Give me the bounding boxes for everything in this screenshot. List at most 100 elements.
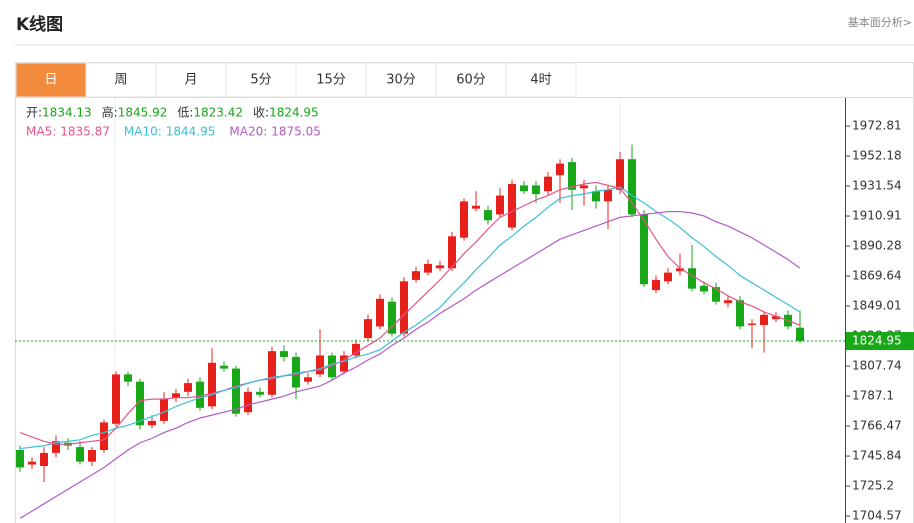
y-tick-label: 1745.84 (852, 449, 902, 463)
tab-label[interactable]: 30分 (386, 73, 416, 88)
y-tick-label: 1807.74 (852, 359, 902, 373)
candle-body (520, 185, 528, 192)
ohlc-value: 1845.92 (118, 106, 168, 120)
fundamental-link[interactable]: 基本面分析> (848, 15, 912, 29)
candle-body (676, 268, 684, 272)
y-tick-label: 1704.57 (852, 509, 902, 523)
legend-name: MA10: (124, 125, 162, 139)
y-tick-label: 1952.18 (852, 149, 902, 163)
candle-body (112, 374, 120, 424)
candle-body (244, 391, 252, 413)
candle-body (436, 265, 444, 269)
ohlc-label: 开: (26, 106, 42, 120)
candle-body (568, 162, 576, 190)
candle-body (592, 191, 600, 202)
candle-body (448, 236, 456, 269)
candle-body (196, 381, 204, 408)
candle-body (268, 351, 276, 395)
candle-body (280, 351, 288, 357)
candle-body (724, 300, 732, 304)
last-price-label: 1824.95 (852, 334, 902, 348)
candle-body (88, 450, 96, 462)
tab-label[interactable]: 5分 (250, 73, 271, 88)
candle-body (28, 461, 36, 465)
ma-line (19, 186, 801, 450)
candle-body (688, 268, 696, 289)
legend-value: 1844.95 (166, 125, 216, 139)
y-tick-label: 1910.91 (852, 209, 902, 223)
candle-body (796, 327, 804, 342)
candle-body (364, 319, 372, 339)
legend-name: MA20: (229, 125, 267, 139)
ohlc-label: 高: (102, 105, 118, 120)
ohlc-label: 低: (177, 106, 193, 120)
tab-label[interactable]: 日 (44, 73, 57, 88)
y-tick-label: 1972.81 (852, 119, 902, 133)
candle-body (400, 281, 408, 334)
tab[interactable] (295, 62, 367, 98)
candle-body (772, 316, 780, 320)
candle-body (604, 189, 612, 202)
y-tick-label: 1869.64 (852, 269, 902, 283)
candle-body (556, 163, 564, 176)
candle-body (148, 420, 156, 426)
candle-body (412, 271, 420, 280)
candle-body (628, 159, 636, 215)
candle-body (160, 399, 168, 421)
last-price-box (846, 332, 914, 351)
candle-body (664, 272, 672, 282)
candle-body (532, 185, 540, 195)
candle-body (616, 159, 624, 190)
candle-body (76, 447, 84, 462)
candle-body (736, 300, 744, 327)
legend-value: 1875.05 (271, 125, 321, 139)
candle-body (208, 362, 216, 407)
candle-body (652, 279, 660, 291)
candle-body (484, 210, 492, 221)
tab-label[interactable]: 15分 (316, 73, 346, 88)
y-tick-label: 1890.28 (852, 239, 902, 253)
candle-body (292, 356, 300, 388)
ohlc-value: 1823.42 (193, 106, 243, 120)
plot (16, 144, 804, 519)
tab-label[interactable]: 月 (184, 73, 197, 88)
candle-body (640, 214, 648, 285)
tab-label[interactable]: 周 (114, 73, 127, 88)
candle-body (172, 393, 180, 398)
candle-body (352, 343, 360, 356)
candle-body (376, 298, 384, 327)
tab[interactable] (15, 62, 87, 98)
candle-body (712, 287, 720, 302)
candle-body (304, 377, 312, 382)
candle-body (316, 355, 324, 375)
candle-body (424, 263, 432, 273)
y-tick-label: 1849.01 (852, 299, 902, 313)
candle-body (340, 355, 348, 372)
candle-body (16, 450, 24, 468)
candle-body (52, 441, 60, 453)
tab[interactable] (505, 62, 577, 98)
candle-body (184, 383, 192, 392)
page-title: K线图 (16, 14, 63, 35)
candle-body (220, 365, 228, 369)
candle-body (388, 301, 396, 334)
y-tick-label: 1766.47 (852, 419, 902, 433)
tab-label[interactable]: 4时 (530, 73, 551, 88)
tabs: 日 周 月 5分 15分 30分 60分 4时 (15, 62, 577, 98)
ohlc-value: 1824.95 (269, 106, 319, 120)
legend-value: 1835.87 (60, 125, 110, 139)
ohlc-label: 收: (253, 106, 269, 120)
candle-body (40, 452, 48, 467)
y-tick-label: 1931.54 (852, 179, 902, 193)
candle-body (748, 323, 756, 325)
ma-line (19, 210, 801, 519)
chart-frame (15, 97, 914, 523)
y-tick-label: 1787.1 (852, 389, 894, 403)
candle-body (472, 205, 480, 209)
ohlc-value: 1834.13 (42, 106, 92, 120)
candle-body (700, 285, 708, 292)
axis: 1972.81 1952.18 1931.54 1910.91 1890.28 1869.… (845, 119, 902, 523)
candle-body (232, 368, 240, 414)
candle-body (580, 185, 588, 189)
tab-label[interactable]: 60分 (456, 73, 486, 88)
